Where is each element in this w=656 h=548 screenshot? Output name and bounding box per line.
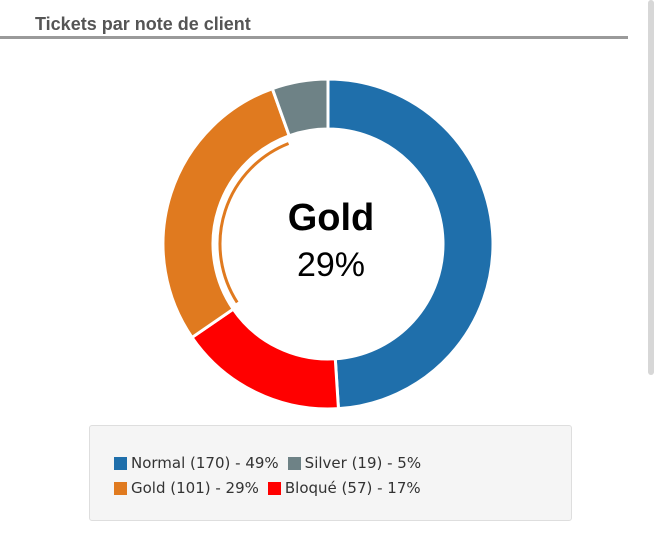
donut-slice-normal[interactable]: [326, 77, 495, 411]
legend-entry-normal[interactable]: Normal (170) - 49%: [114, 454, 279, 472]
donut-slice-gold[interactable]: [161, 86, 292, 340]
selected-slice-ring: [218, 142, 290, 304]
panel-header: Tickets par note de client: [0, 0, 628, 39]
scrollbar-thumb[interactable]: [648, 0, 654, 375]
center-label: Gold: [288, 197, 375, 239]
legend-entry-bloque[interactable]: Bloqué (57) - 17%: [267, 479, 421, 497]
legend-swatch-silver: [287, 456, 301, 470]
legend-label-gold: Gold (101) - 29%: [131, 479, 259, 497]
legend-label-silver: Silver (19) - 5%: [304, 454, 422, 472]
chart-legend: Normal (170) - 49% Silver (19) - 5% Gold…: [89, 425, 572, 521]
center-percent: 29%: [297, 246, 365, 284]
legend-swatch-normal: [114, 456, 127, 470]
legend-swatch-bloque: [267, 481, 281, 495]
panel-title: Tickets par note de client: [35, 14, 251, 34]
legend-swatch-gold: [114, 481, 127, 495]
legend-row: Normal (170) - 49% Silver (19) - 5%: [114, 454, 430, 472]
legend-entry-silver[interactable]: Silver (19) - 5%: [287, 454, 422, 472]
legend-entry-gold[interactable]: Gold (101) - 29%: [114, 479, 259, 497]
donut-slice-silver[interactable]: [270, 77, 330, 138]
legend-label-bloque: Bloqué (57) - 17%: [284, 479, 421, 497]
donut-slices[interactable]: [161, 77, 495, 411]
scrollbar[interactable]: [647, 0, 656, 548]
legend-label-normal: Normal (170) - 49%: [131, 454, 279, 472]
legend-row: Gold (101) - 29% Bloqué (57) - 17%: [114, 479, 430, 497]
donut-chart[interactable]: Gold 29%: [0, 0, 628, 420]
